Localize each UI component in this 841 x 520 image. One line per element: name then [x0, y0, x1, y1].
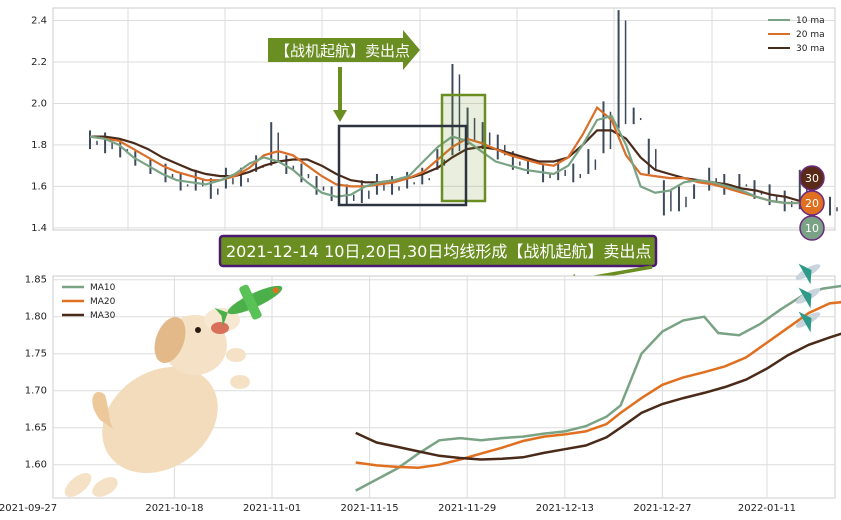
- legend-label: 30 ma: [796, 44, 825, 54]
- badge-10-label: 10: [805, 222, 819, 235]
- badge-20: [799, 190, 825, 216]
- bottom-x-tick-label: 2021-12-27: [633, 503, 691, 514]
- top-arrow-label: 【战机起航】卖出点: [275, 42, 410, 60]
- badge-30-label: 30: [805, 172, 819, 185]
- top-sell-arrow: 【战机起航】卖出点: [268, 30, 420, 70]
- signal-banner: 2021-12-14 10日,20日,30日均线形成【战机起航】卖出点: [218, 234, 658, 268]
- legend-label: MA30: [90, 311, 116, 321]
- top-y-tick-label: 1.8: [31, 140, 47, 151]
- bottom-ma-panel: 1.601.651.701.751.801.85 2021-09-27 2021-…: [0, 263, 841, 514]
- bottom-ma-lines: [355, 284, 841, 492]
- bottom-y-tick-label: 1.60: [25, 460, 47, 471]
- top-legend: 10 ma 20 ma 30 ma: [768, 16, 825, 54]
- bottom-x-tick-label: 2021-09-27: [0, 503, 57, 514]
- bottom-y-tick-label: 1.65: [25, 423, 47, 434]
- bottom-y-tick-label: 1.70: [25, 386, 47, 397]
- consolidation-box: [337, 124, 468, 207]
- top-plot-area: [52, 7, 836, 231]
- bottom-x-tick-label: 2021-11-01: [243, 503, 301, 514]
- bottom-y-tick-label: 1.75: [25, 349, 47, 360]
- bottom-x-tick-label: 2021-11-29: [438, 503, 496, 514]
- legend-label: MA20: [90, 297, 116, 307]
- top-y-tick-label: 1.4: [31, 223, 47, 234]
- sell-zone-highlight-box: [440, 93, 487, 203]
- legend-label: MA10: [90, 283, 116, 293]
- banner-text: 2021-12-14 10日,20日,30日均线形成【战机起航】卖出点: [226, 242, 651, 261]
- ma-line-20-ma: [89, 105, 800, 205]
- bottom-x-tick-label: 2021-10-18: [145, 503, 203, 514]
- bottom-y-tick-label: 1.80: [25, 312, 47, 323]
- top-y-tick-label: 2.4: [31, 15, 47, 26]
- bottom-x-tick-label: 2022-01-11: [738, 503, 796, 514]
- top-ma-lines: [89, 105, 801, 205]
- top-y-tick-label: 1.6: [31, 181, 47, 192]
- bottom-y-axis: 1.60 1.65 1.70 1.75 1.80 1.85: [25, 275, 47, 471]
- ma-line-MA10: [355, 284, 841, 492]
- top-y-tick-label: 2.2: [31, 57, 47, 68]
- toy-plane-illustration: [214, 284, 283, 326]
- ma-badges: 30 20 10: [799, 165, 825, 241]
- puppy-illustration: [64, 308, 250, 497]
- legend-label: 20 ma: [796, 30, 825, 40]
- ma-line-MA20: [355, 300, 841, 469]
- badge-30: [799, 165, 825, 191]
- top-y-tick-label: 2.0: [31, 98, 47, 109]
- top-price-panel: 1.4 1.6 1.8 2.0 2.2 2.4 【战机起航】卖出点 10 ma 20 ma 3…: [31, 7, 838, 241]
- bottom-x-tick-label: 2021-11-15: [341, 503, 399, 514]
- ma-line-MA30: [355, 332, 841, 461]
- bottom-x-tick-label: 2021-12-13: [536, 503, 594, 514]
- jet-icons: [795, 263, 821, 333]
- legend-label: 10 ma: [796, 16, 825, 26]
- bottom-legend: MA10 MA20 MA30: [62, 283, 116, 321]
- badge-10: [799, 215, 825, 241]
- bottom-x-axis: 2021-09-27 2021-10-18 2021-11-01 2021-11-15…: [0, 503, 796, 514]
- banner-box: [218, 234, 658, 268]
- top-y-axis: 1.4 1.6 1.8 2.0 2.2 2.4: [31, 15, 47, 233]
- down-pointer-arrow: [333, 67, 347, 122]
- bottom-y-tick-label: 1.85: [25, 275, 47, 286]
- ma-line-10-ma: [89, 114, 800, 205]
- badge-20-label: 20: [805, 197, 819, 210]
